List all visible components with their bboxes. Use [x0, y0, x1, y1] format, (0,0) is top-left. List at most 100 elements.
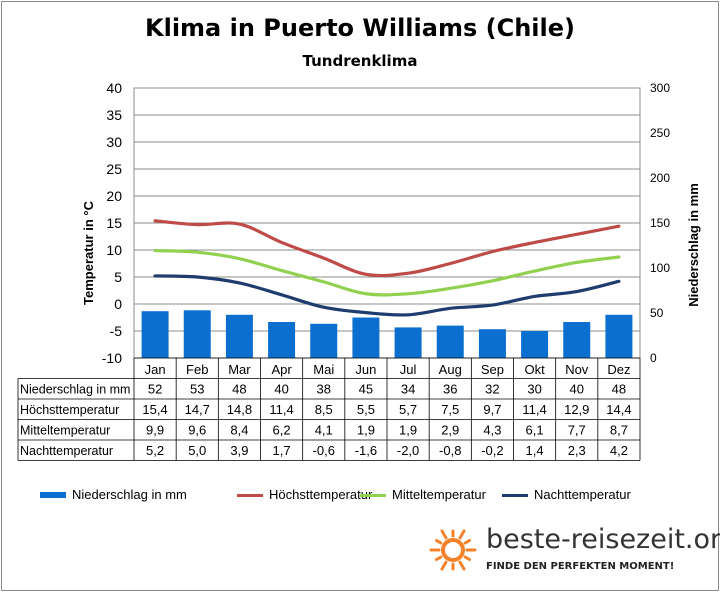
precip-bar	[141, 311, 169, 358]
x-tick-label: Feb	[186, 362, 208, 377]
table-cell: 34	[401, 382, 415, 397]
x-tick-label: Aug	[439, 362, 462, 377]
table-cell: 2,9	[441, 423, 459, 438]
table-cell: 40	[274, 382, 288, 397]
legend-line-mean	[360, 494, 386, 497]
x-tick-label: Jan	[145, 362, 166, 377]
table-cell: 6,1	[526, 423, 544, 438]
sun-ray	[440, 560, 448, 571]
precip-bar	[478, 329, 506, 358]
legend-line-low	[502, 494, 528, 497]
x-tick-label: Dez	[607, 362, 630, 377]
x-tick-label: Apr	[271, 362, 292, 377]
sun-ray	[458, 529, 466, 540]
precip-bar	[563, 322, 591, 358]
precip-bar	[268, 322, 296, 358]
logo-slogan: FINDE DEN PERFEKTEN MOMENT!	[486, 561, 675, 572]
table-row-label: Nachttemperatur	[20, 444, 113, 458]
table-cell: 7,7	[568, 423, 586, 438]
mean-temp-line	[153, 248, 621, 297]
y-tick-left: 35	[106, 107, 122, 123]
x-tick-label: Sep	[481, 362, 504, 377]
y-tick-left: 0	[114, 296, 122, 312]
y-tick-right: 200	[650, 171, 670, 185]
y-tick-right: 150	[650, 216, 670, 230]
table-row-label: Höchsttemperatur	[20, 403, 119, 417]
table-cell: 5,7	[399, 402, 417, 417]
table-cell: 8,4	[230, 423, 248, 438]
table-cell: 38	[317, 382, 331, 397]
sun-ray	[435, 539, 443, 545]
table-cell: 4,3	[483, 423, 501, 438]
y-tick-left: 5	[114, 269, 122, 285]
table-cell: 32	[485, 382, 499, 397]
table-cell: 9,9	[146, 423, 164, 438]
logo-text: beste-reisezeit.org	[486, 524, 720, 555]
y-tick-right: 300	[650, 81, 670, 95]
precip-bar	[436, 325, 464, 358]
precip-bar	[394, 327, 422, 358]
chart-title: Klima in Puerto Williams (Chile)	[145, 14, 575, 42]
legend-label-high: Höchsttemperatur	[269, 487, 373, 502]
table-cell: 2,3	[568, 443, 586, 458]
y-tick-left: -10	[102, 350, 122, 366]
table-cell: 14,4	[606, 402, 631, 417]
precip-bar	[183, 310, 211, 358]
table-cell: 9,7	[483, 402, 501, 417]
y-tick-right: 250	[650, 126, 670, 140]
table-cell: 12,9	[564, 402, 589, 417]
x-tick-label: Jun	[355, 362, 376, 377]
table-cell: 8,7	[610, 423, 628, 438]
table-cell: 14,8	[227, 402, 252, 417]
precip-bar	[225, 314, 253, 358]
y-axis-label-left: Temperatur in °C	[81, 200, 96, 305]
table-cell: 7,5	[441, 402, 459, 417]
sun-ray	[463, 555, 471, 561]
x-tick-label: Nov	[565, 362, 589, 377]
table-cell: 48	[232, 382, 246, 397]
table-cell: 3,9	[230, 443, 248, 458]
sun-ray	[463, 539, 471, 545]
table-cell: 6,2	[273, 423, 291, 438]
table-cell: 15,4	[142, 402, 167, 417]
site-logo[interactable]: beste-reisezeit.org FINDE DEN PERFEKTEN …	[428, 523, 720, 583]
table-cell: 4,1	[315, 423, 333, 438]
precip-bar	[352, 317, 380, 358]
y-tick-left: 30	[106, 134, 122, 150]
table-cell: 1,7	[273, 443, 291, 458]
precip-bar	[310, 323, 338, 358]
table-cell: 52	[148, 382, 162, 397]
y-tick-left: 15	[106, 215, 122, 231]
sun-ray	[440, 529, 448, 540]
legend-label-mean: Mitteltemperatur	[392, 487, 486, 502]
y-tick-right: 0	[650, 351, 657, 365]
x-tick-label: Okt	[524, 362, 545, 377]
table-cell: -1,6	[355, 443, 377, 458]
legend-label-low: Nachttemperatur	[534, 487, 631, 502]
sun-ray	[435, 555, 443, 561]
table-cell: 40	[570, 382, 584, 397]
table-cell: 1,9	[357, 423, 375, 438]
table-cell: -0,8	[439, 443, 461, 458]
y-tick-right: 100	[650, 261, 670, 275]
table-row-label: Mitteltemperatur	[20, 424, 110, 438]
x-tick-label: Mar	[228, 362, 251, 377]
y-tick-left: 10	[106, 242, 122, 258]
legend-swatch-precip	[40, 492, 66, 498]
legend-label-precip: Niederschlag in mm	[72, 487, 187, 502]
table-cell: 5,2	[146, 443, 164, 458]
sun-icon	[429, 529, 477, 571]
precip-bar	[521, 331, 549, 358]
table-cell: 11,4	[522, 402, 546, 417]
table-cell: 4,2	[610, 443, 628, 458]
table-cell: 53	[190, 382, 204, 397]
table-cell: 45	[359, 382, 373, 397]
table-cell: 5,0	[188, 443, 206, 458]
y-tick-right: 50	[650, 306, 664, 320]
table-cell: 36	[443, 382, 457, 397]
table-cell: 14,7	[185, 402, 210, 417]
x-tick-label: Mai	[313, 362, 334, 377]
y-axis-label-right: Niederschlag in mm	[686, 183, 701, 307]
